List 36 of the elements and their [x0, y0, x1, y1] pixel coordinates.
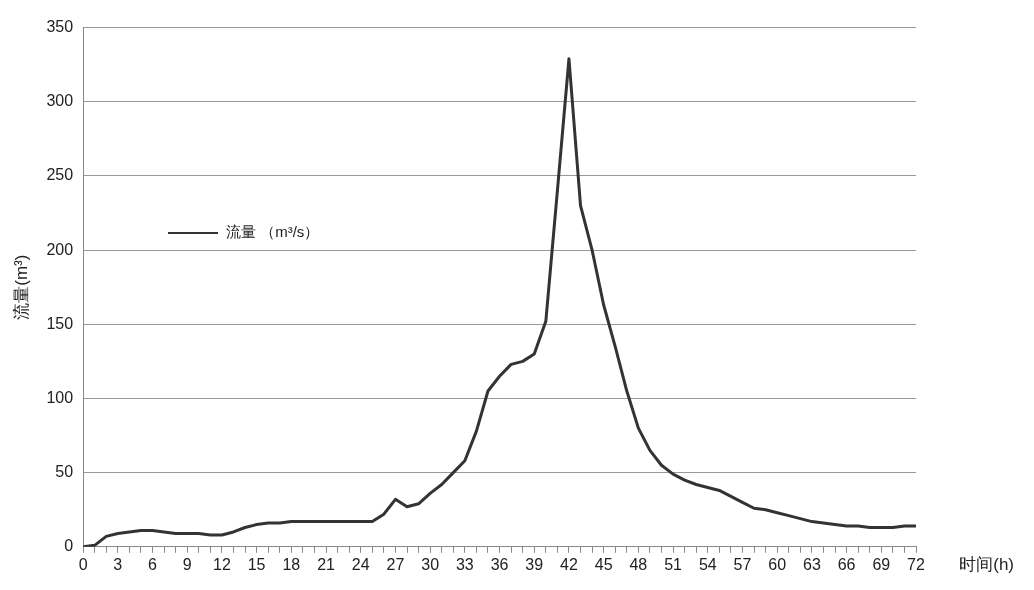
x-tick-label: 30: [421, 555, 440, 573]
x-tick-label: 57: [733, 555, 752, 573]
y-tick-label: 250: [46, 166, 74, 184]
x-tick-label: 27: [386, 555, 405, 573]
y-tick-label: 200: [46, 240, 74, 258]
x-tick-label: 60: [768, 555, 787, 573]
x-tick-label: 33: [455, 555, 474, 573]
x-tick-label: 66: [837, 555, 856, 573]
x-axis-title: 时间(h): [959, 554, 1014, 576]
x-tick-label: 9: [182, 555, 192, 573]
x-tick-label: 63: [802, 555, 821, 573]
x-tick-label: 69: [872, 555, 891, 573]
x-tick-label: 21: [317, 555, 336, 573]
y-tick-label: 150: [46, 314, 74, 332]
x-tick-label: 18: [282, 555, 301, 573]
y-axis-title: 流量(m³): [11, 254, 31, 320]
legend-label: 流量 （m³/s）: [226, 223, 320, 242]
x-tick-label: 36: [490, 555, 509, 573]
x-tick-label: 12: [213, 555, 231, 573]
x-tick-label: 54: [698, 555, 717, 573]
y-tick-label: 50: [55, 463, 74, 481]
y-tick-label: 350: [46, 18, 74, 36]
y-tick-label: 0: [64, 537, 74, 555]
x-tick-label: 3: [113, 555, 123, 573]
x-tick-label: 39: [525, 555, 544, 573]
x-tick-label: 42: [560, 555, 578, 573]
x-tick-label: 48: [629, 555, 648, 573]
x-tick-label: 0: [78, 555, 88, 573]
x-tick-label: 72: [907, 555, 925, 573]
y-tick-label: 100: [46, 388, 74, 406]
x-tick-label: 6: [148, 555, 158, 573]
x-tick-label: 15: [247, 555, 266, 573]
y-tick-label: 300: [46, 92, 74, 110]
x-tick-label: 24: [351, 555, 370, 573]
x-tick-label: 45: [594, 555, 613, 573]
x-tick-label: 51: [664, 555, 683, 573]
